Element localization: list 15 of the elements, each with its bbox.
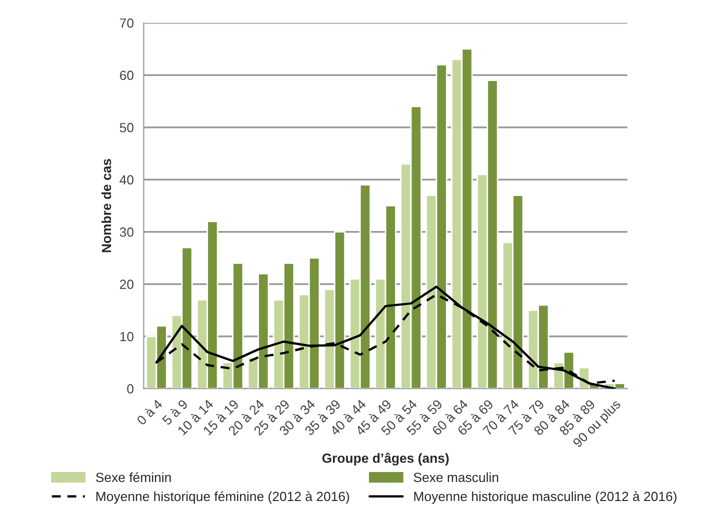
y-tick-label: 40 — [120, 175, 134, 185]
y-tick-label: 60 — [120, 70, 134, 80]
legend-label: Sexe masculin — [414, 472, 498, 482]
y-tick-label: 20 — [120, 280, 134, 290]
y-tick-label: 50 — [120, 122, 134, 132]
legend-label: Moyenne historique masculine (2012 à 2016) — [414, 491, 676, 504]
y-tick-label: 30 — [120, 227, 134, 237]
x-axis-title: Groupe d’âges (ans) — [322, 452, 449, 466]
y-tick-label: 70 — [120, 18, 134, 28]
y-tick-label: 0 — [127, 384, 134, 394]
y-axis-title: Nombre de cas — [101, 158, 112, 252]
x-tick-label: 0 à 4 — [136, 398, 164, 426]
legend-label: Sexe féminin — [96, 472, 171, 482]
legend-label: Moyenne historique féminine (2012 à 2016) — [96, 491, 350, 504]
y-tick-label: 10 — [120, 332, 134, 342]
